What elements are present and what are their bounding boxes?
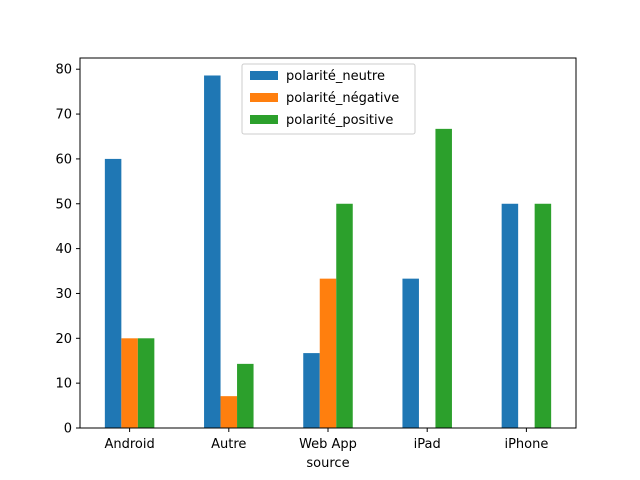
y-tick-label: 30	[55, 287, 72, 302]
y-tick-label: 80	[55, 63, 72, 78]
legend: polarité_neutre polarité_négative polarité…	[241, 63, 416, 135]
bar-iphone-series-1	[501, 203, 519, 428]
x-tick-label: Android	[104, 437, 154, 452]
bar-android-series-1	[104, 158, 122, 428]
bar-web-app-series-1	[303, 353, 320, 428]
x-tick-label: Autre	[211, 437, 246, 452]
plot-frame	[79, 57, 577, 429]
x-tick-label: iPhone	[504, 437, 548, 452]
legend-label: polarité_neutre	[286, 69, 385, 84]
bar-web-app-series-3	[336, 203, 353, 428]
x-tick-label: iPad	[414, 437, 441, 452]
bar-android-series-3	[137, 338, 155, 428]
legend-box	[241, 63, 416, 135]
y-tick-label: 50	[55, 197, 72, 212]
bar-autre-series-2	[220, 396, 238, 428]
y-tick-label: 10	[55, 377, 72, 392]
x-axis: Android Autre Web App iPad iPhone	[104, 428, 548, 452]
bar-autre-series-1	[204, 75, 221, 429]
y-tick-label: 20	[55, 332, 72, 347]
bar-android-series-2	[121, 338, 138, 428]
legend-label: polarité_négative	[286, 91, 399, 106]
bar-ipad-series-3	[435, 128, 452, 429]
legend-swatch	[250, 115, 278, 124]
y-tick-label: 0	[64, 422, 72, 437]
bars-group	[104, 75, 552, 429]
x-tick-label: Web App	[299, 437, 357, 452]
bar-web-app-series-2	[319, 278, 337, 428]
legend-swatch	[250, 93, 278, 102]
legend-swatch	[250, 71, 278, 80]
y-tick-label: 40	[55, 242, 72, 257]
bar-iphone-series-3	[534, 203, 552, 428]
bar-ipad-series-1	[402, 278, 419, 428]
y-axis: 0 10 20 30 40 50 60 70 80	[55, 63, 80, 437]
legend-label: polarité_positive	[286, 113, 393, 128]
y-tick-label: 60	[55, 152, 72, 167]
y-tick-label: 70	[55, 108, 72, 123]
x-axis-title: source	[306, 456, 349, 471]
bar-autre-series-3	[237, 363, 254, 428]
